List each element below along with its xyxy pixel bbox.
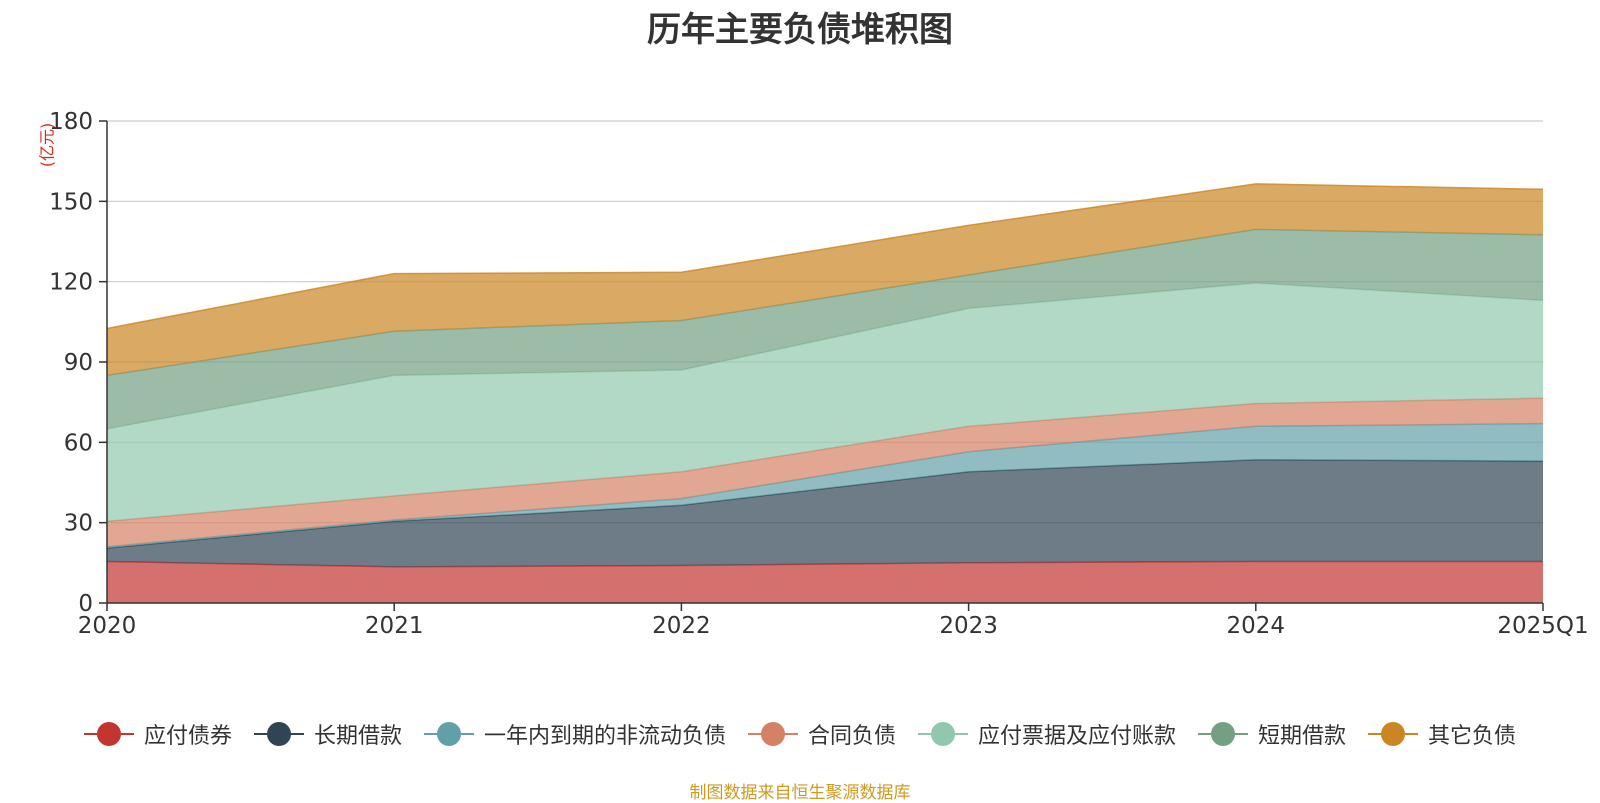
y-tick-label: 90 xyxy=(64,350,93,376)
area-series-2 xyxy=(107,423,1543,549)
area-series-6 xyxy=(107,183,1543,376)
y-tick-label: 150 xyxy=(49,189,93,215)
area-line-series-6 xyxy=(106,183,1544,330)
legend-item-3[interactable]: 合同负债 xyxy=(747,718,896,750)
legend-item-2[interactable]: 一年内到期的非流动负债 xyxy=(423,718,726,750)
legend-marker-icon xyxy=(423,722,474,746)
legend-item-0[interactable]: 应付债券 xyxy=(83,718,232,750)
chart-title: 历年主要负债堆积图 xyxy=(647,10,953,50)
legend-marker-icon xyxy=(1198,722,1249,746)
area-series-1 xyxy=(107,459,1543,567)
legend-item-5[interactable]: 短期借款 xyxy=(1198,718,1346,750)
legend-marker-icon xyxy=(918,722,968,746)
x-tick-label: 2020 xyxy=(78,613,137,639)
y-tick-label: 120 xyxy=(49,270,93,296)
x-tick-label: 2023 xyxy=(939,613,998,639)
x-tick-label: 2025Q1 xyxy=(1497,613,1588,639)
legend-item-1[interactable]: 长期借款 xyxy=(253,718,402,750)
area-series-4 xyxy=(107,283,1543,522)
area-series-3 xyxy=(107,398,1543,547)
legend-label: 一年内到期的非流动负债 xyxy=(483,724,726,749)
x-tick-label: 2021 xyxy=(365,613,424,639)
x-tick-label: 2022 xyxy=(652,613,711,639)
legend-marker-icon xyxy=(1368,722,1419,746)
legend-label: 其它负债 xyxy=(1428,724,1517,749)
source-note: 制图数据来自恒生聚源数据库 xyxy=(689,783,911,803)
legend-marker-icon xyxy=(83,722,134,746)
legend-item-4[interactable]: 应付票据及应付账款 xyxy=(918,718,1176,750)
chart-legend: 应付债券 长期借款 一年内到期的非流动负债 合同负债 应付票据及应付账款 短期借款 其它负债 xyxy=(0,718,1600,750)
y-tick-label: 30 xyxy=(64,511,93,537)
legend-label: 应付票据及应付账款 xyxy=(978,724,1177,749)
legend-label: 短期借款 xyxy=(1258,724,1347,749)
legend-item-6[interactable]: 其它负债 xyxy=(1368,718,1516,750)
x-tick-label: 2024 xyxy=(1227,613,1286,639)
y-tick-label: 180 xyxy=(49,109,93,135)
legend-marker-icon xyxy=(253,722,304,746)
legend-label: 合同负债 xyxy=(807,724,896,749)
legend-label: 长期借款 xyxy=(313,724,402,749)
y-tick-label: 0 xyxy=(78,591,93,617)
legend-label: 应付债券 xyxy=(143,724,232,749)
area-series-5 xyxy=(107,229,1543,429)
legend-marker-icon xyxy=(747,722,798,746)
area-series-0 xyxy=(107,561,1543,603)
y-tick-label: 60 xyxy=(64,430,93,456)
stacked-area-chart: 0 30 60 90 120 150 180 2020 2021 2022 2023 2024 2025… xyxy=(49,109,1589,639)
